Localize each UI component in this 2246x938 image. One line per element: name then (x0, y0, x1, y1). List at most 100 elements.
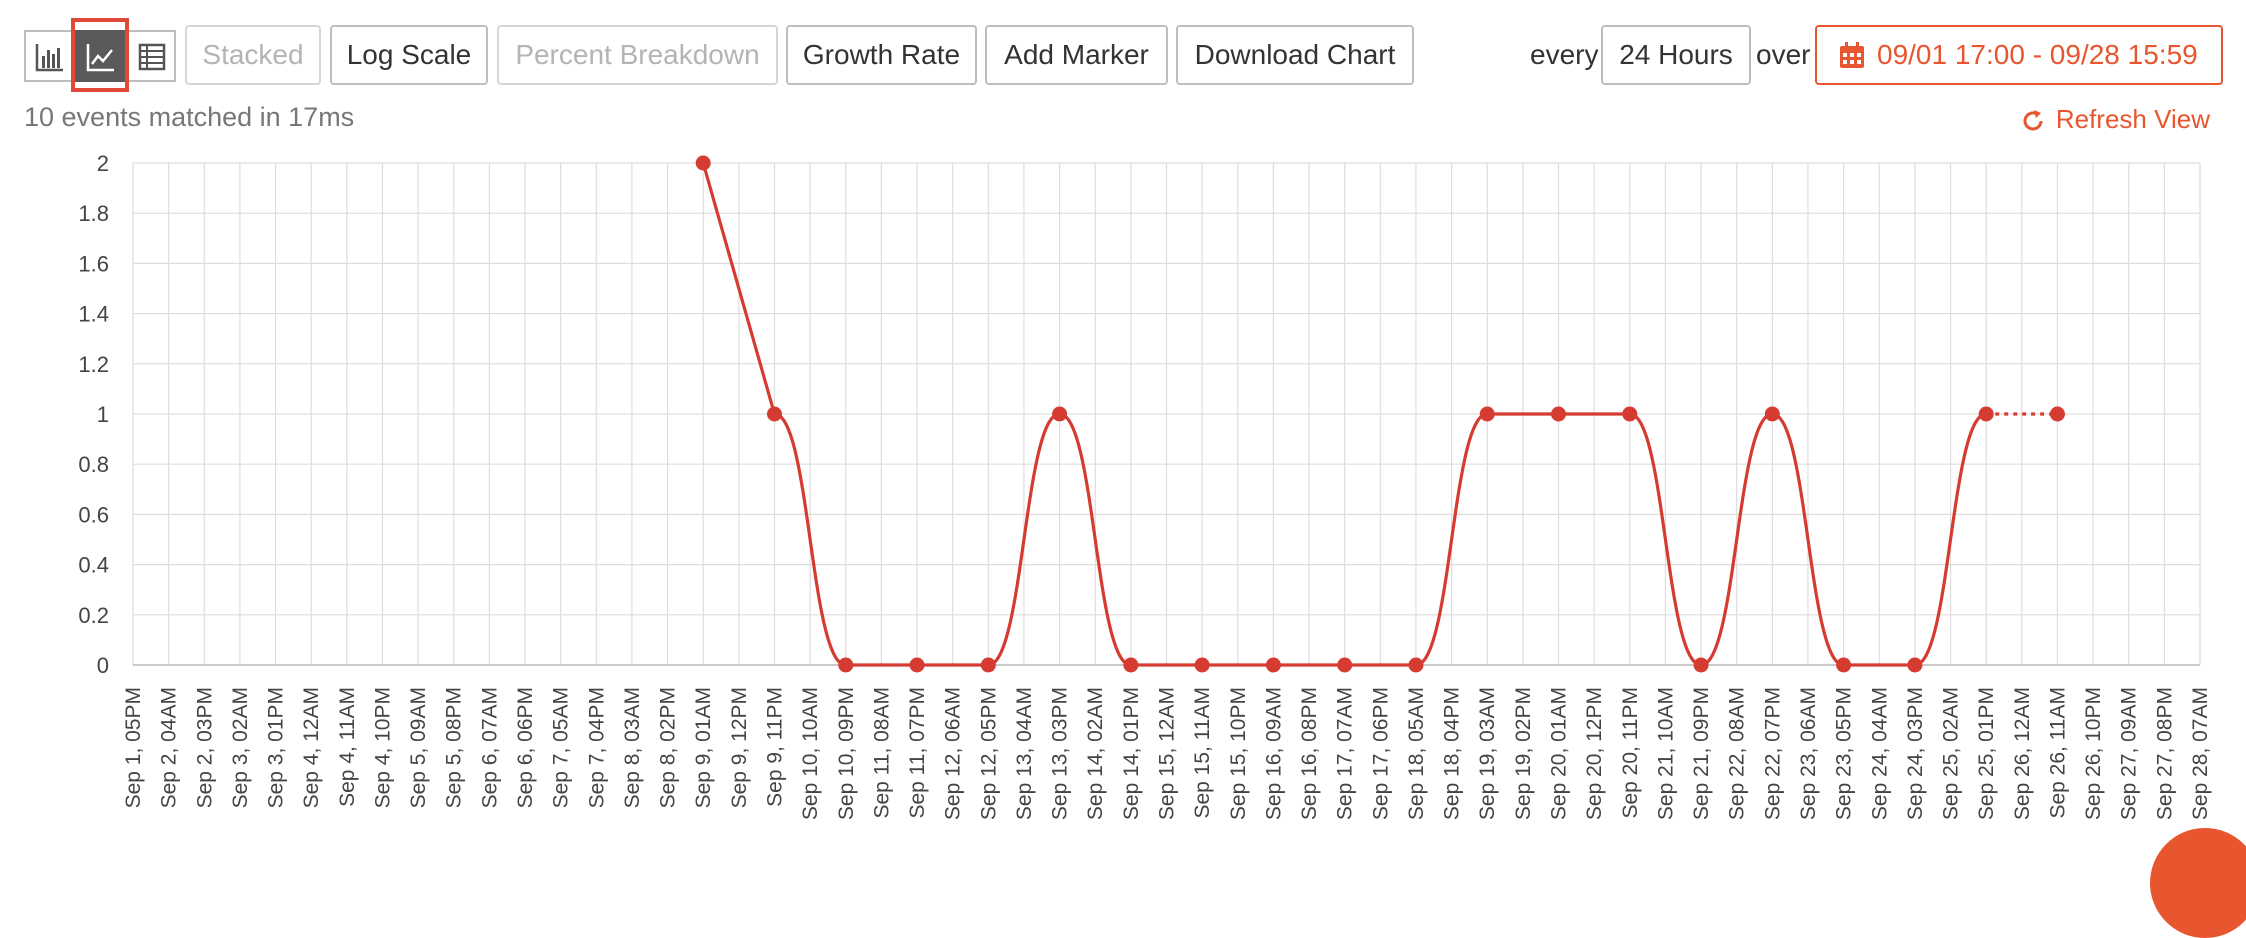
x-tick-label: Sep 6, 07AM (478, 687, 501, 808)
chart-axes: 0 0.2 0.4 0.6 0.8 1 1.2 1.4 1.6 1.8 2 Sep 1, 05PM Se… (78, 151, 2212, 820)
stacked-button[interactable]: Stacked (185, 25, 321, 85)
x-tick-label: Sep 18, 04PM (1441, 687, 1464, 820)
every-label: every (1530, 39, 1599, 70)
data-point (1123, 657, 1139, 673)
percent-breakdown-button[interactable]: Percent Breakdown (497, 25, 778, 85)
x-tick-label: Sep 10, 09PM (835, 687, 858, 820)
x-tick-label: Sep 15, 12AM (1156, 687, 1179, 820)
x-tick-label: Sep 12, 05PM (977, 687, 1000, 820)
data-point (1978, 406, 1994, 422)
growth-rate-button[interactable]: Growth Rate (786, 25, 977, 85)
x-tick-label: Sep 24, 03PM (1904, 687, 1927, 820)
data-point (838, 657, 854, 673)
x-tick-label: Sep 20, 12PM (1583, 687, 1606, 820)
x-tick-label: Sep 13, 04AM (1013, 687, 1036, 820)
x-tick-label: Sep 11, 08AM (870, 687, 893, 819)
x-tick-label: Sep 25, 02AM (1940, 687, 1963, 820)
x-tick-label: Sep 16, 08PM (1298, 687, 1321, 820)
x-tick-label: Sep 26, 10PM (2082, 687, 2105, 820)
x-tick-label: Sep 15, 10PM (1227, 687, 1250, 820)
chat-launcher-button[interactable] (2150, 828, 2246, 938)
x-tick-label: Sep 24, 04AM (1868, 687, 1891, 820)
data-point (980, 657, 996, 673)
date-range-button[interactable]: 09/01 17:00 - 09/28 15:59 (1815, 25, 2223, 85)
data-point (1265, 657, 1281, 673)
x-tick-label: Sep 25, 01PM (1975, 687, 1998, 820)
chart-toolbar: Stacked Log Scale Percent Breakdown Grow… (0, 0, 2246, 110)
table-icon (138, 43, 166, 71)
y-tick-label: 1 (97, 402, 109, 427)
data-point (2049, 406, 2065, 422)
y-tick-label: 0.2 (78, 603, 109, 628)
x-tick-label: Sep 28, 07AM (2189, 687, 2212, 820)
refresh-icon (2023, 110, 2043, 131)
x-tick-label: Sep 19, 03AM (1476, 687, 1499, 820)
add-marker-button[interactable]: Add Marker (985, 25, 1168, 85)
over-label: over (1756, 39, 1811, 70)
view-toggle-group (24, 30, 176, 82)
active-view-highlight (71, 18, 129, 92)
y-tick-label: 1.6 (78, 251, 109, 276)
x-tick-label: Sep 23, 06AM (1797, 687, 1820, 820)
x-tick-label: Sep 19, 02PM (1512, 687, 1535, 820)
data-point (1907, 657, 1923, 673)
x-tick-label: Sep 8, 02PM (657, 687, 680, 808)
chart-series (695, 155, 2065, 673)
x-tick-label: Sep 5, 09AM (407, 687, 430, 808)
refresh-view-link[interactable]: Refresh View (2023, 104, 2210, 135)
x-tick-label: Sep 7, 05AM (550, 687, 573, 808)
data-point (1622, 406, 1638, 422)
log-scale-button[interactable]: Log Scale (330, 25, 488, 85)
x-tick-label: Sep 20, 11PM (1619, 687, 1642, 819)
y-tick-label: 1.4 (78, 302, 109, 327)
x-tick-label: Sep 2, 03PM (193, 687, 216, 808)
data-point (1764, 406, 1780, 422)
x-tick-label: Sep 7, 04PM (585, 687, 608, 808)
data-point (1337, 657, 1353, 673)
x-tick-label: Sep 18, 05AM (1405, 687, 1428, 820)
x-tick-label: Sep 26, 11AM (2046, 687, 2069, 819)
x-tick-label: Sep 17, 07AM (1334, 687, 1357, 820)
x-tick-label: Sep 23, 05PM (1833, 687, 1856, 820)
table-view-button[interactable] (126, 30, 176, 82)
y-tick-label: 0 (97, 653, 109, 678)
data-point (1836, 657, 1852, 673)
x-tick-label: Sep 22, 07PM (1761, 687, 1784, 820)
x-tick-label: Sep 4, 12AM (300, 687, 323, 808)
x-tick-label: Sep 21, 09PM (1690, 687, 1713, 820)
x-tick-label: Sep 2, 04AM (158, 687, 181, 808)
data-point (1479, 406, 1495, 422)
x-tick-label: Sep 5, 08PM (443, 687, 466, 808)
x-tick-label: Sep 3, 02AM (229, 687, 252, 808)
x-tick-label: Sep 3, 01PM (265, 687, 288, 808)
data-point (1194, 657, 1210, 673)
events-matched-status: 10 events matched in 17ms (24, 102, 355, 132)
chart-grid (132, 162, 2201, 666)
x-tick-label: Sep 20, 01AM (1548, 687, 1571, 820)
line-chart: 0 0.2 0.4 0.6 0.8 1 1.2 1.4 1.6 1.8 2 Sep 1, 05PM Se… (78, 151, 2212, 820)
download-chart-button[interactable]: Download Chart (1176, 25, 1414, 85)
x-tick-label: Sep 9, 12PM (728, 687, 751, 808)
data-point (1052, 406, 1068, 422)
x-tick-label: Sep 21, 10AM (1654, 687, 1677, 820)
x-tick-label: Sep 9, 11PM (763, 687, 786, 807)
interval-select[interactable]: 24 Hours (1601, 25, 1751, 85)
x-tick-label: Sep 14, 01PM (1120, 687, 1143, 820)
y-tick-label: 2 (97, 151, 109, 176)
x-tick-label: Sep 27, 08PM (2153, 687, 2176, 820)
x-tick-label: Sep 9, 01AM (692, 687, 715, 808)
x-tick-label: Sep 14, 02AM (1084, 687, 1107, 820)
x-tick-label: Sep 17, 06PM (1369, 687, 1392, 820)
line-chart-view-button[interactable] (75, 30, 125, 82)
y-tick-label: 0.8 (78, 452, 109, 477)
date-range-text: 09/01 17:00 - 09/28 15:59 (1877, 39, 2198, 70)
x-tick-label: Sep 11, 07PM (906, 687, 929, 819)
line-chart-icon (86, 44, 114, 72)
bar-chart-view-button[interactable] (24, 30, 74, 82)
calendar-icon (1840, 42, 1864, 68)
refresh-view-label: Refresh View (2055, 104, 2210, 134)
data-point (1551, 406, 1567, 422)
x-tick-label: Sep 10, 10AM (799, 687, 822, 820)
x-tick-label: Sep 4, 11AM (336, 687, 359, 807)
x-tick-label: Sep 1, 05PM (122, 687, 145, 808)
